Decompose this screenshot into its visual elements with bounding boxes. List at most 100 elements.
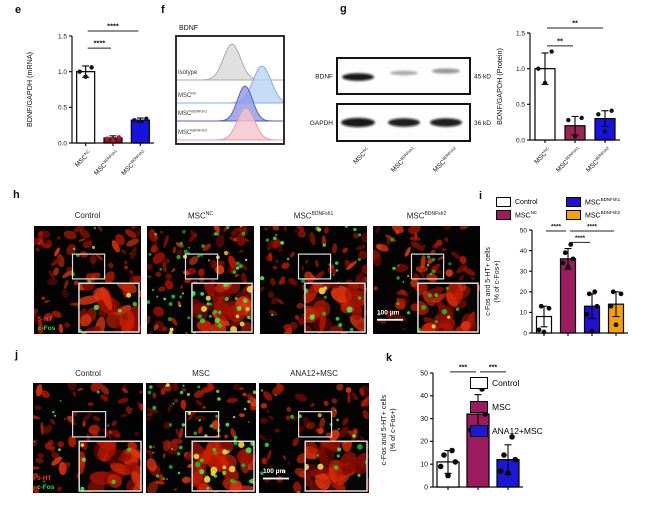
x-tick-label: MSCNC [532, 145, 552, 165]
data-dot [437, 463, 444, 470]
inset-frame [191, 282, 253, 333]
data-dot [566, 117, 571, 123]
panel-label-g: g [340, 3, 347, 15]
sig-stars: **** [575, 235, 586, 242]
data-dot [608, 303, 614, 309]
image-title: ANA12+MSC [290, 369, 338, 378]
blot-band [341, 117, 375, 128]
blot-band [430, 118, 462, 127]
stain-label: c-Fos [37, 484, 55, 491]
y-tick-label: 0 [523, 330, 527, 337]
roi-box [184, 253, 219, 280]
blot-size-label: 45 kD [474, 74, 491, 81]
sig-stars: *** [489, 364, 497, 371]
scale-bar-label: 100 μm [263, 468, 286, 475]
y-tick-label: 20 [520, 289, 528, 296]
roi-box [297, 411, 333, 438]
data-dot [501, 452, 507, 458]
legend-item: MSCBDNFsh1 [566, 197, 620, 207]
bdnf-flow-histogram: BDNF Isotype MSCNC MSCBDNFsh1 MSCBDNFsh2 [175, 25, 285, 145]
legend-item: ANA12+MSC [470, 425, 543, 437]
data-dot [618, 291, 624, 297]
stain-label: 5-HT [38, 316, 52, 323]
data-dot [77, 69, 82, 74]
bar [559, 258, 577, 334]
data-dot [89, 65, 94, 70]
legend-swatch [566, 210, 581, 220]
data-dot [83, 74, 88, 79]
y-tick-label: 50 [420, 370, 428, 377]
data-dot [579, 115, 584, 121]
legend-label: MSC [492, 402, 511, 412]
inset-zoom [417, 283, 478, 332]
flow-series-label: Isotype [178, 70, 198, 76]
data-dot [132, 117, 137, 123]
sig-stars: ** [572, 19, 578, 28]
data-dot [541, 329, 547, 335]
blot-band [390, 70, 418, 76]
legend-swatch [566, 197, 581, 207]
flow-series-label: MSCBDNFsh1 [178, 110, 207, 117]
data-dot [449, 447, 455, 454]
data-dot [589, 328, 595, 334]
inset-frame [191, 440, 255, 492]
scale-bar-label: 100 μm [377, 310, 400, 317]
inset-zoom [192, 441, 254, 491]
roi-box [71, 411, 107, 438]
data-dot [549, 49, 554, 54]
data-dot [596, 112, 601, 117]
data-dot [586, 291, 592, 297]
data-dot [594, 303, 600, 309]
legend-item: MSCBDNFsh2 [566, 210, 620, 220]
y-tick-label: 20 [420, 439, 428, 446]
legend-label: Control [492, 378, 520, 388]
inset-frame [417, 282, 479, 333]
data-dot [144, 116, 149, 121]
stain-label: c-Fos [38, 325, 56, 332]
data-dot [568, 242, 574, 247]
legend-swatch [496, 197, 511, 207]
y-tick-label: 1.5 [58, 33, 67, 40]
legend-item: Control [470, 377, 543, 389]
roi-box [71, 253, 106, 280]
image-title: MSCBDNFsh2 [406, 211, 447, 221]
legend-i: Control MSCNC MSCBDNFsh1 MSCBDNFsh2 [496, 197, 620, 223]
data-dot [441, 452, 447, 458]
inset-zoom [191, 283, 252, 332]
bdnf-mrna-bar-chart: BDNF/GAPDH (mRNA)0.00.51.01.5MSCNCMSCBDN… [25, 22, 154, 177]
y-axis-label: c-Fos and 5-HT+ cells [379, 394, 388, 465]
sig-stars: *** [459, 364, 467, 371]
blot-band [388, 118, 420, 127]
roi-box [297, 253, 332, 280]
inset-frame [304, 282, 366, 333]
legend-item: Control [496, 197, 566, 207]
blot-band [342, 73, 374, 81]
data-dot [497, 468, 504, 474]
y-tick-label: 0.5 [58, 105, 67, 112]
y-axis-label: BDNF/GAPDH (Protein) [495, 48, 504, 125]
sig-stars: ** [557, 36, 563, 45]
panel-label-i: i [479, 190, 483, 202]
flow-curve [177, 107, 283, 141]
inset-frame [78, 440, 142, 492]
inset-zoom [304, 283, 365, 332]
sig-stars: **** [551, 224, 562, 231]
micrograph-h-control: 5-HT c-Fos [34, 226, 141, 334]
cfos-5ht-bar-chart-i: c-Fos and 5-HT+ cells (% of c-Fos+) 0 10 20 3… [485, 224, 628, 337]
x-tick-label: MSCNC [73, 148, 93, 168]
data-dot [445, 472, 451, 479]
y-tick-label: 30 [520, 269, 528, 276]
error-bar [601, 110, 609, 127]
micrograph-h-msc-nc [147, 226, 254, 334]
legend-swatch [496, 210, 511, 220]
inset-zoom [305, 441, 367, 491]
legend-item: MSCNC [496, 210, 566, 220]
flow-title: BDNF [179, 25, 198, 32]
blot-lane-label: MSCBDNFsh1 [389, 145, 418, 174]
scale-bar [263, 477, 289, 480]
data-dot [536, 327, 542, 333]
data-dot [613, 322, 619, 328]
flow-series-label: MSCBDNFsh2 [178, 129, 207, 136]
legend-label: ANA12+MSC [492, 426, 543, 436]
